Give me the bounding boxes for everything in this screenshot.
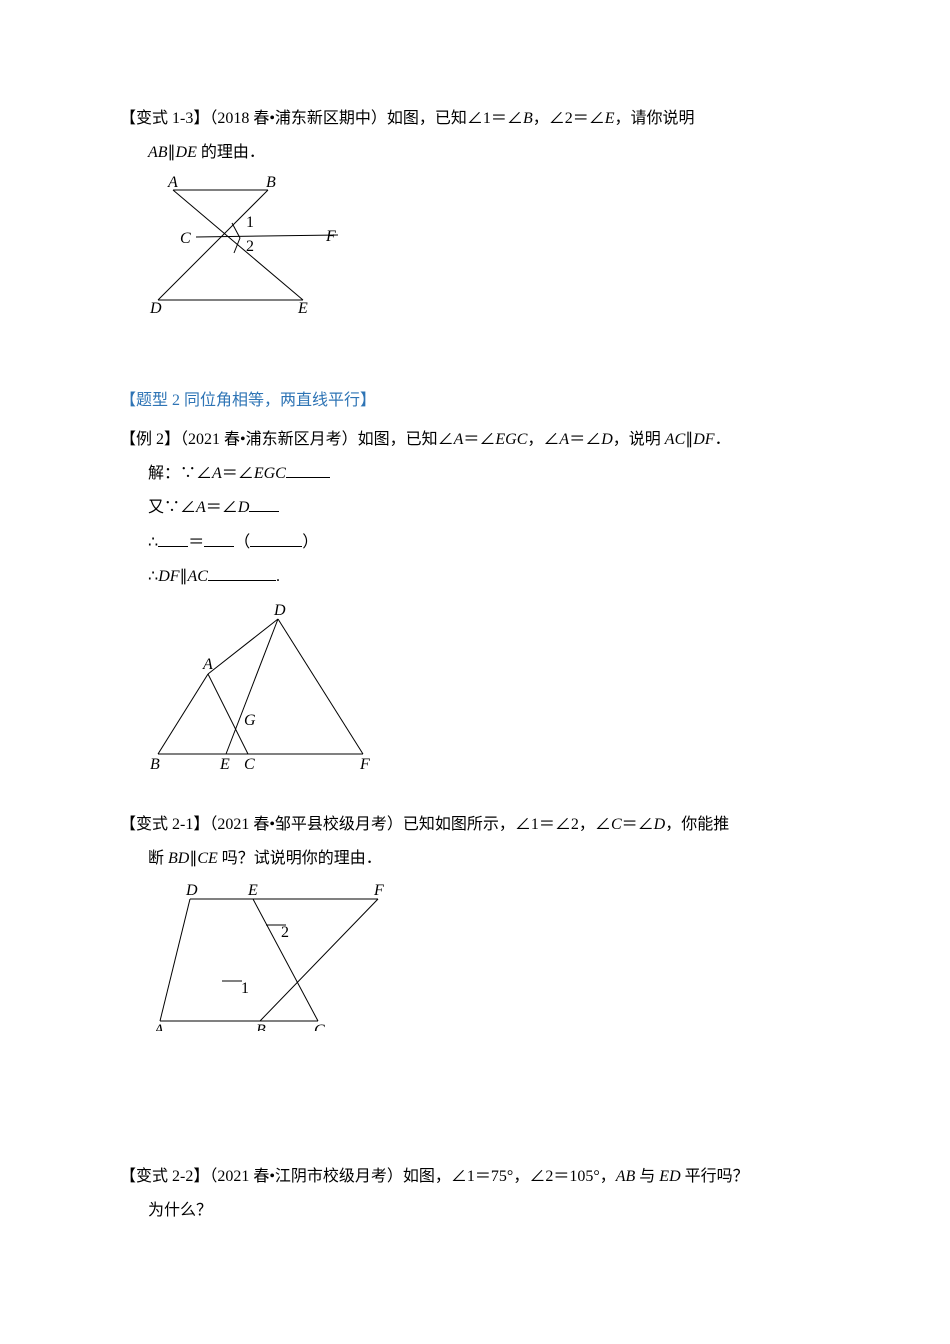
var: D [238, 499, 250, 516]
var: DF [693, 431, 714, 448]
text: ，∠ [527, 431, 559, 448]
text: ＝∠ [206, 499, 238, 516]
var: AC [665, 431, 685, 448]
text: ＝∠ [622, 816, 654, 833]
svg-text:F: F [373, 882, 384, 899]
text: ∴ [148, 534, 158, 551]
svg-text:1: 1 [241, 980, 249, 997]
example-2-line2: 又∵∠A＝∠D [120, 493, 830, 523]
text: ，说明 [613, 431, 665, 448]
text: 【例 2】（2021 春•浦东新区月考）如图，已知∠ [120, 431, 454, 448]
parallel-symbol: ∥ [168, 144, 176, 161]
figure-1: A B C F D E 1 2 [148, 175, 830, 326]
text: ＝∠ [463, 431, 495, 448]
text: 解：∵∠ [148, 465, 212, 482]
svg-text:D: D [149, 300, 162, 315]
blank [250, 546, 302, 547]
text: （ [234, 534, 250, 551]
svg-text:F: F [325, 228, 336, 245]
var: A [196, 499, 206, 516]
blank [204, 546, 234, 547]
text: 【变式 2-1】（2021 春•邹平县校级月考）已知如图所示，∠1＝∠2，∠ [120, 816, 611, 833]
problem-2-1-line2: 断 BD∥CE 吗？试说明你的理由． [120, 844, 830, 874]
problem-2-1: 【变式 2-1】（2021 春•邹平县校级月考）已知如图所示，∠1＝∠2，∠C＝… [120, 810, 830, 840]
var: D [654, 816, 666, 833]
example-2-line4: ∴DF∥AC. [120, 562, 830, 592]
blank [158, 546, 188, 547]
var: A [454, 431, 464, 448]
var: AB [616, 1168, 636, 1185]
section-heading-2: 【题型 2 同位角相等，两直线平行】 [120, 386, 830, 416]
svg-text:1: 1 [246, 214, 254, 231]
var: A [212, 465, 222, 482]
svg-text:F: F [359, 756, 370, 769]
svg-text:2: 2 [281, 924, 289, 941]
var: ED [659, 1168, 680, 1185]
text: ＝ [188, 534, 204, 551]
figure-3: D E F A B C 2 1 [148, 881, 830, 1042]
svg-text:C: C [314, 1022, 325, 1031]
svg-text:2: 2 [246, 238, 254, 255]
svg-text:A: A [167, 175, 178, 191]
var: D [601, 431, 613, 448]
svg-text:E: E [247, 882, 258, 899]
text: ） [302, 534, 318, 551]
text: 【变式 1-3】（2018 春•浦东新区期中）如图，已知∠1＝∠ [120, 110, 523, 127]
var-de: DE [176, 144, 197, 161]
var: C [611, 816, 622, 833]
var: A [559, 431, 569, 448]
svg-text:E: E [297, 300, 308, 315]
text: ∴ [148, 568, 158, 585]
example-2-line1: 解：∵∠A＝∠EGC [120, 459, 830, 489]
svg-text:G: G [244, 712, 256, 729]
var-b: B [523, 110, 533, 127]
var: DF [158, 568, 179, 585]
text: 的理由． [197, 144, 265, 161]
text: . [276, 568, 280, 585]
blank [208, 580, 276, 581]
text: 断 [148, 850, 168, 867]
figure-2: D A G B E C F [148, 599, 830, 780]
svg-text:A: A [202, 656, 213, 673]
text: ＝∠ [569, 431, 601, 448]
parallel-symbol: ∥ [180, 568, 188, 585]
problem-1-3-line2: AB∥DE 的理由． [120, 138, 830, 168]
problem-2-2: 【变式 2-2】（2021 春•江阴市校级月考）如图，∠1＝75°，∠2＝105… [120, 1162, 830, 1192]
svg-text:D: D [273, 602, 286, 619]
example-2: 【例 2】（2021 春•浦东新区月考）如图，已知∠A＝∠EGC，∠A＝∠D，说… [120, 425, 830, 455]
var: EGC [254, 465, 286, 482]
text: 吗？试说明你的理由． [218, 850, 382, 867]
svg-text:A: A [153, 1022, 164, 1031]
var-ab: AB [148, 144, 168, 161]
svg-text:B: B [150, 756, 160, 769]
var-e: E [605, 110, 615, 127]
problem-1-3: 【变式 1-3】（2018 春•浦东新区期中）如图，已知∠1＝∠B，∠2＝∠E，… [120, 104, 830, 134]
text: 又∵∠ [148, 499, 196, 516]
var: BD [168, 850, 189, 867]
svg-text:C: C [180, 230, 191, 247]
var: EGC [495, 431, 527, 448]
text: ． [715, 431, 731, 448]
svg-text:B: B [266, 175, 276, 191]
text: ＝∠ [222, 465, 254, 482]
problem-2-2-line2: 为什么？ [120, 1196, 830, 1226]
svg-text:D: D [185, 882, 198, 899]
text: ，∠2＝∠ [533, 110, 605, 127]
blank [286, 477, 330, 478]
example-2-line3: ∴ ＝ （ ） [120, 528, 830, 558]
blank [249, 511, 279, 512]
svg-text:B: B [256, 1022, 266, 1031]
text: ，你能推 [665, 816, 729, 833]
var: AC [188, 568, 208, 585]
var: CE [197, 850, 217, 867]
text: 与 [635, 1168, 659, 1185]
svg-text:E: E [219, 756, 230, 769]
svg-text:C: C [244, 756, 255, 769]
text: ，请你说明 [615, 110, 695, 127]
text: 平行吗？ [681, 1168, 749, 1185]
text: 【变式 2-2】（2021 春•江阴市校级月考）如图，∠1＝75°，∠2＝105… [120, 1168, 616, 1185]
